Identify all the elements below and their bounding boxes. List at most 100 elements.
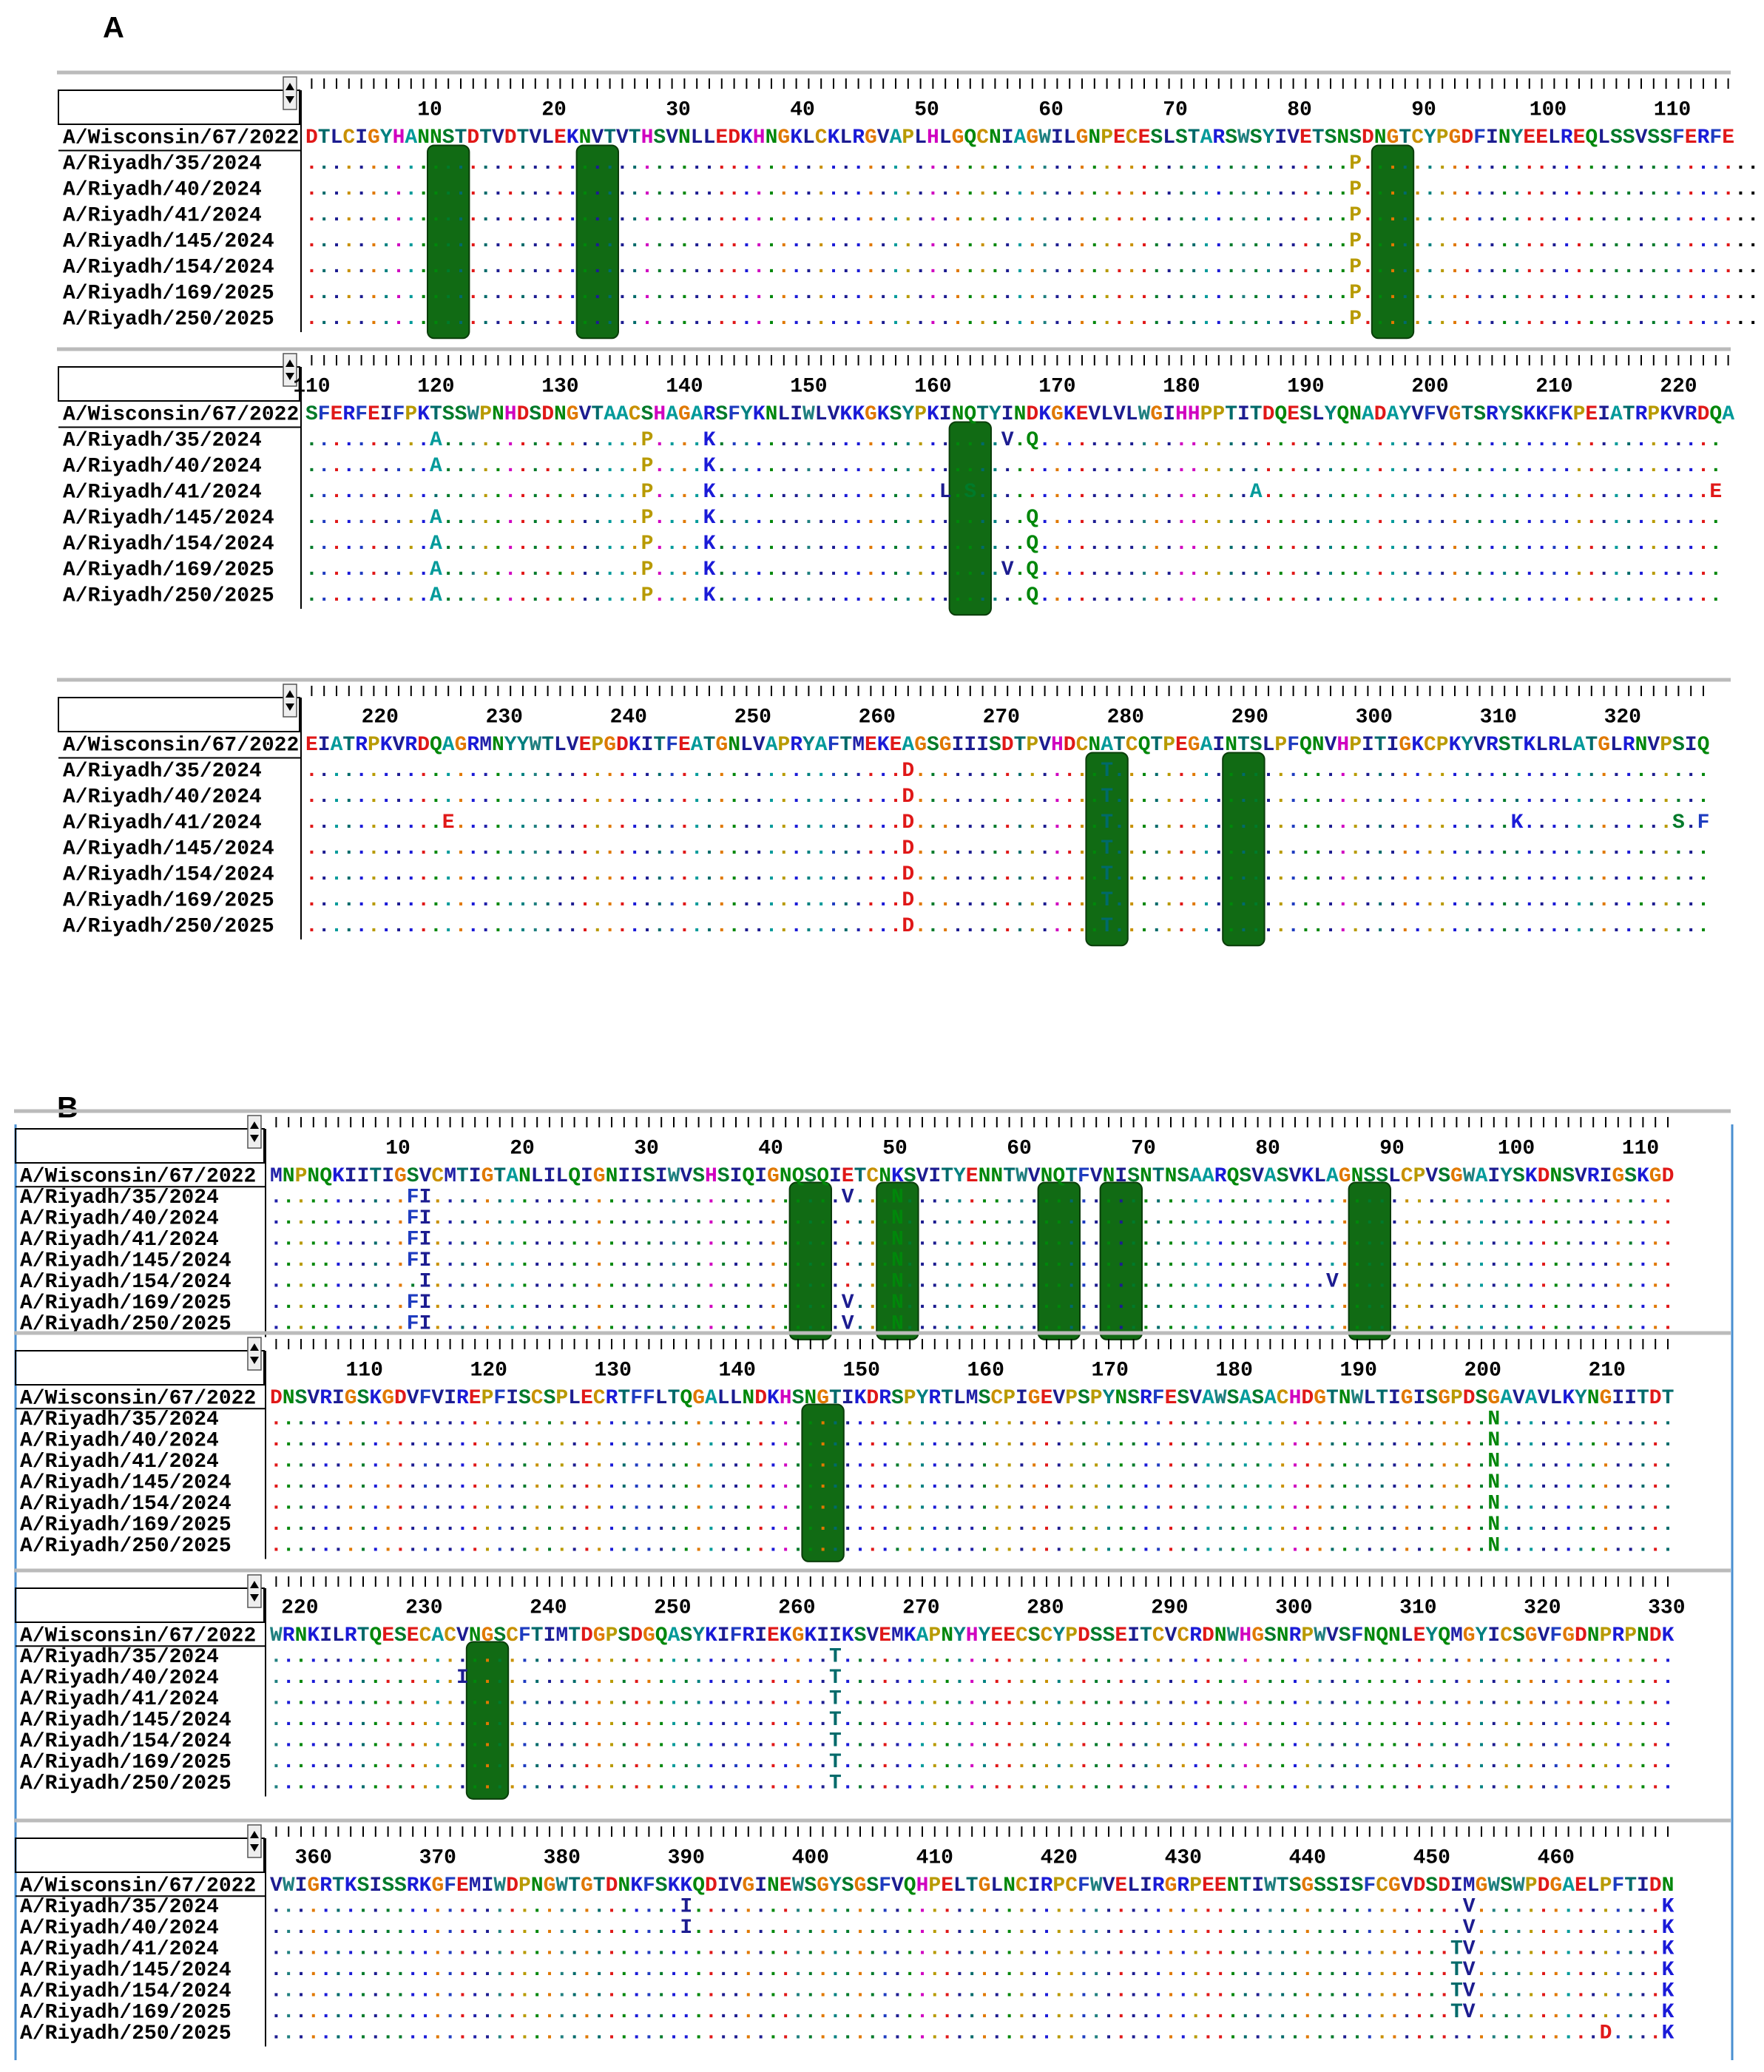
ruler-number: 220: [281, 1596, 318, 1619]
scroll-arrow: [250, 1343, 259, 1364]
ruler-number: 40: [758, 1137, 783, 1160]
ruler-number: 250: [654, 1596, 691, 1619]
strain-name: A/Riyadh/250/2025: [20, 2022, 232, 2045]
ruler-number: 210: [1588, 1359, 1625, 1382]
variant-sequence: ........................................…: [305, 863, 1709, 886]
strain-name: A/Riyadh/41/2024: [63, 481, 262, 504]
strain-name: A/Riyadh/169/2025: [63, 889, 274, 912]
strain-name: A/Riyadh/40/2024: [63, 178, 262, 201]
ruler-number: 190: [1287, 375, 1324, 398]
variant-sequence: ............I...........................…: [270, 1271, 1674, 1294]
ruler-number: 150: [790, 375, 827, 398]
variant-sequence: .................................I......…: [270, 1896, 1675, 1919]
ruler-number: 160: [914, 375, 951, 398]
variant-sequence: ........................................…: [270, 1408, 1674, 1431]
ruler-number: 130: [541, 375, 578, 398]
ruler-number: 450: [1413, 1846, 1450, 1869]
strain-name: A/Riyadh/145/2024: [20, 1249, 232, 1272]
variant-sequence: ........................................…: [305, 889, 1709, 912]
ruler-number: 370: [419, 1846, 456, 1869]
glycosylation-site-box: [465, 1641, 510, 1800]
panel-label: B: [57, 1092, 78, 1124]
reference-sequence: DNSVRIGSKGDVFVIREPFISCSPLECRTFFLTQGALLND…: [270, 1387, 1674, 1410]
variant-sequence: .................................I......…: [270, 1917, 1675, 1940]
ruler-number: 190: [1339, 1359, 1376, 1382]
header-box: [58, 90, 300, 125]
ruler-number: 40: [790, 98, 815, 121]
ruler-number: 20: [541, 98, 567, 121]
strain-name: A/Riyadh/154/2024: [20, 1493, 232, 1516]
strain-name: A/Wisconsin/67/2022: [20, 1165, 256, 1188]
variant-sequence: ........................................…: [270, 1471, 1674, 1494]
variant-sequence: ..........A................P....K.......…: [305, 533, 1722, 556]
strain-name: A/Riyadh/154/2024: [63, 533, 274, 556]
strain-name: A/Riyadh/250/2025: [63, 915, 274, 938]
ruler-number: 420: [1041, 1846, 1078, 1869]
strain-name: A/Riyadh/40/2024: [63, 786, 262, 809]
ruler-number: 170: [1091, 1359, 1128, 1382]
header-box: [58, 697, 300, 732]
ruler-number: 440: [1289, 1846, 1326, 1869]
header-box: [15, 1838, 265, 1873]
strain-name: A/Wisconsin/67/2022: [63, 126, 299, 149]
strain-name: A/Riyadh/40/2024: [20, 1207, 219, 1230]
ruler-number: 300: [1356, 706, 1393, 729]
scroll-widget: [283, 353, 297, 387]
variant-sequence: ...........FI...........................…: [270, 1187, 1674, 1209]
variant-sequence: ........................................…: [270, 1772, 1674, 1795]
reference-sequence: SFERFEIFPKTSSWPNHDSDNGVTAACSHAGARSFYKNLI…: [305, 403, 1734, 426]
ruler-number: 320: [1604, 706, 1641, 729]
ruler-number: 110: [293, 375, 330, 398]
scroll-arrow: [285, 690, 294, 711]
variant-sequence: ........................................…: [305, 230, 1764, 253]
variant-sequence: ..........A................P....K.......…: [305, 559, 1722, 581]
ruler-number: 300: [1275, 1596, 1312, 1619]
variant-sequence: ..........A................P....K.......…: [305, 507, 1722, 530]
strain-name: A/Wisconsin/67/2022: [20, 1874, 256, 1897]
ruler-number: 170: [1038, 375, 1075, 398]
scroll-widget: [247, 1115, 262, 1149]
ruler-number: 90: [1411, 98, 1436, 121]
strain-name: A/Riyadh/154/2024: [63, 863, 274, 886]
variant-sequence: ........................................…: [305, 308, 1764, 331]
variant-sequence: ........................................…: [305, 915, 1709, 938]
ruler-number: 120: [417, 375, 454, 398]
ruler-number: 160: [967, 1359, 1004, 1382]
strain-name: A/Riyadh/154/2024: [63, 256, 274, 279]
strain-name: A/Wisconsin/67/2022: [20, 1624, 256, 1647]
ruler-number: 260: [778, 1596, 815, 1619]
strain-name: A/Wisconsin/67/2022: [63, 403, 299, 426]
variant-sequence: ........................................…: [270, 2022, 1675, 2045]
reference-sequence: EIATRPKVRDQAGRMNYYWTLVEPGDKITFEATGNLVAPR…: [305, 734, 1709, 757]
variant-sequence: ........................................…: [305, 178, 1764, 201]
ruler-number: 60: [1007, 1137, 1032, 1160]
header-box: [15, 1587, 265, 1623]
ruler-number: 80: [1287, 98, 1312, 121]
ruler-number: 100: [1498, 1137, 1535, 1160]
variant-sequence: ........................................…: [270, 1451, 1674, 1474]
variant-sequence: ........................................…: [270, 1751, 1674, 1774]
scroll-widget: [247, 1824, 262, 1858]
strain-name: A/Riyadh/41/2024: [20, 1938, 219, 1961]
strain-name: A/Riyadh/35/2024: [20, 1408, 219, 1431]
strain-name: A/Riyadh/169/2025: [63, 559, 274, 581]
strain-name: A/Riyadh/145/2024: [20, 1959, 232, 1982]
variant-sequence: ........................................…: [270, 1429, 1674, 1452]
scroll-arrow: [285, 83, 294, 104]
glycosylation-site-box: [801, 1403, 845, 1562]
ruler-number: 240: [530, 1596, 567, 1619]
ruler-number: 260: [859, 706, 896, 729]
ruler-number: 270: [983, 706, 1020, 729]
strain-name: A/Riyadh/35/2024: [20, 1646, 219, 1669]
ruler-number: 180: [1215, 1359, 1252, 1382]
scroll-arrow: [250, 1121, 259, 1142]
scroll-widget: [283, 76, 297, 110]
variant-sequence: ........................................…: [270, 1730, 1674, 1753]
header-box: [15, 1128, 265, 1164]
variant-sequence: ........................................…: [305, 760, 1709, 783]
ruler-number: 200: [1464, 1359, 1501, 1382]
strain-name: A/Riyadh/145/2024: [20, 1709, 232, 1732]
reference-sequence: DTLCIGYHANNSTDTVDTVLEKNVTVTHSVNLLEDKHNGK…: [305, 126, 1734, 149]
ruler-number: 360: [295, 1846, 332, 1869]
